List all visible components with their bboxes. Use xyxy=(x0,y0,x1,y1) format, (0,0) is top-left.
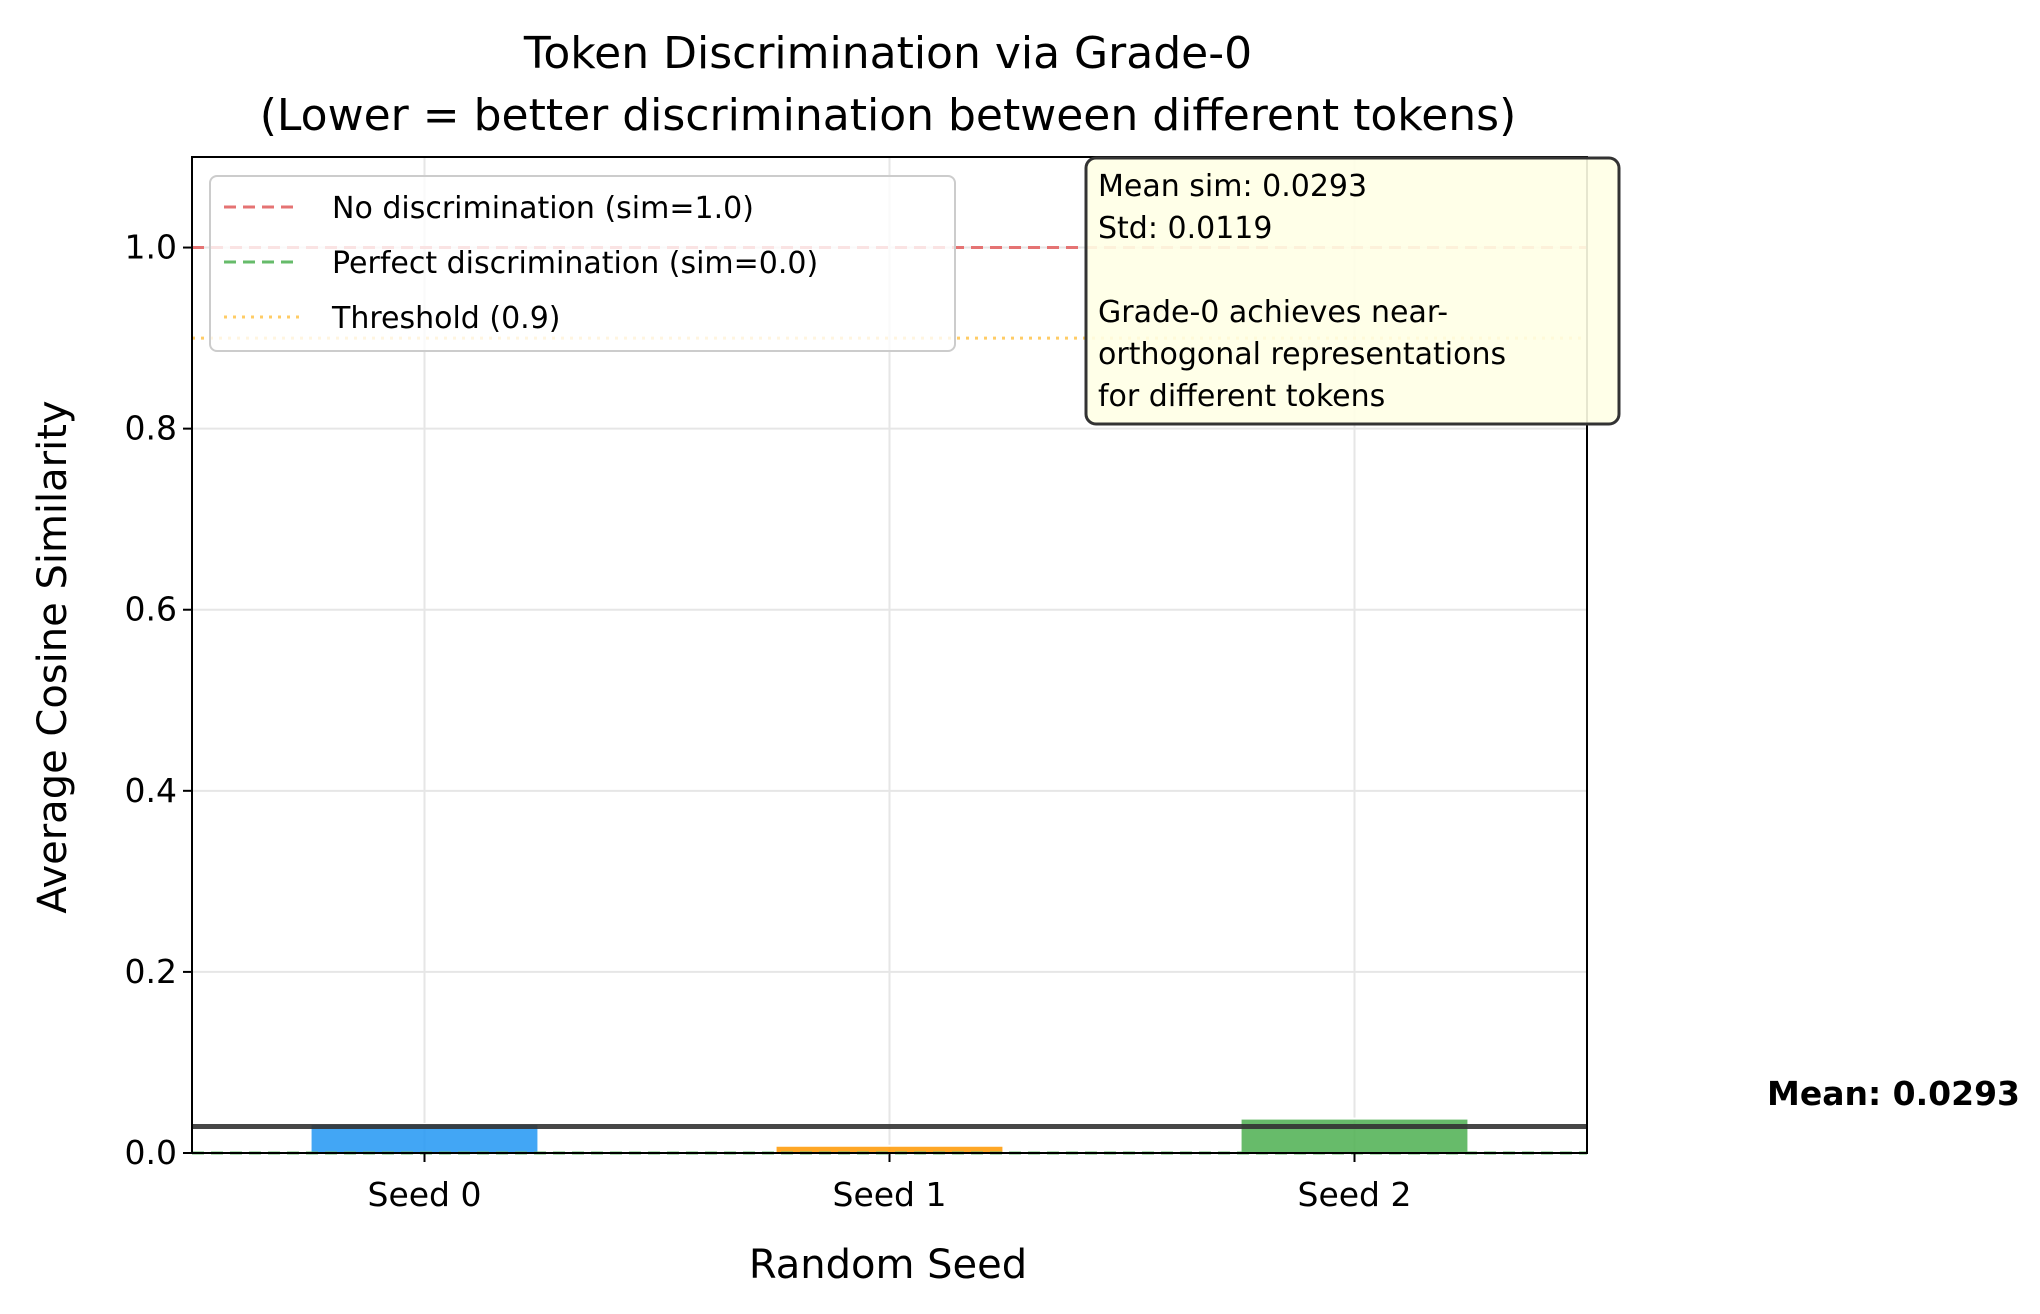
y-tick-label: 0.2 xyxy=(125,952,177,991)
legend: No discrimination (sim=1.0) Perfect discr… xyxy=(209,175,956,352)
info-box-line: for different tokens xyxy=(1098,379,1385,414)
ticks: 0.0 0.2 0.4 0.6 0.8 1.0 Seed 0 Seed 1 Seed 2 xyxy=(125,228,1412,1214)
info-box-line: Grade-0 achieves near- xyxy=(1098,295,1448,330)
y-tick-label: 0.8 xyxy=(125,409,177,448)
x-tick-label: Seed 2 xyxy=(1298,1175,1412,1214)
chart-title: Token Discrimination via Grade-0 xyxy=(523,28,1252,79)
x-axis-label: Random Seed xyxy=(749,1242,1027,1288)
y-tick-label: 1.0 xyxy=(125,228,177,267)
y-axis-label: Average Cosine Similarity xyxy=(30,400,76,913)
legend-label: No discrimination (sim=1.0) xyxy=(332,191,754,226)
info-box-frame xyxy=(1084,156,1621,426)
legend-frame xyxy=(209,175,956,352)
info-box-line: Mean sim: 0.0293 xyxy=(1098,169,1367,204)
y-tick-label: 0.6 xyxy=(125,590,177,629)
bar-seed-2 xyxy=(1239,1117,1470,1155)
y-tick-label: 0.4 xyxy=(125,771,177,810)
legend-label: Perfect discrimination (sim=0.0) xyxy=(332,246,818,281)
mean-label: Mean: 0.0293 xyxy=(1767,1074,2020,1113)
info-box-line: orthogonal representations xyxy=(1098,337,1506,372)
y-tick-label: 0.0 xyxy=(125,1133,177,1172)
x-tick-label: Seed 0 xyxy=(368,1175,482,1214)
info-box-line: Std: 0.0119 xyxy=(1098,211,1272,246)
info-box: Mean sim: 0.0293 Std: 0.0119 Grade-0 achie… xyxy=(1084,156,1621,426)
chart-subtitle: (Lower = better discrimination between d… xyxy=(260,90,1517,141)
x-tick-label: Seed 1 xyxy=(833,1175,947,1214)
legend-label: Threshold (0.9) xyxy=(331,301,561,336)
